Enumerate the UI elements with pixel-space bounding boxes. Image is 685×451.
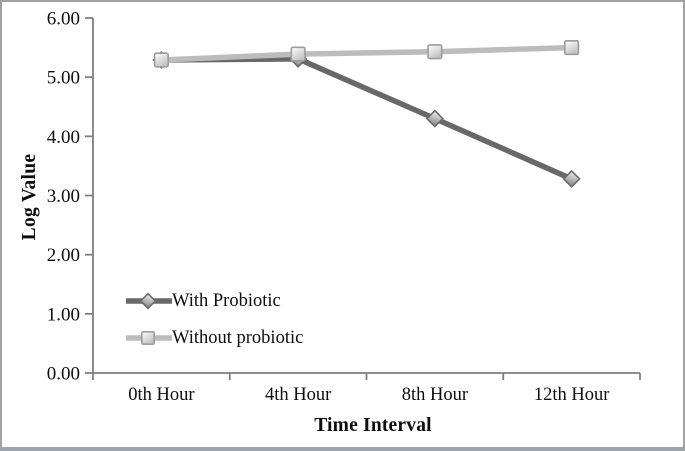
y-tick-label: 0.00 <box>47 364 80 385</box>
data-point-marker-square <box>564 39 580 56</box>
y-tick-label: 1.00 <box>47 304 80 325</box>
y-tick-label: 4.00 <box>47 127 80 148</box>
legend-label: Without probiotic <box>172 328 304 348</box>
data-point-marker-square <box>290 46 306 62</box>
legend-item-without-probiotic: Without probiotic <box>126 325 303 351</box>
x-tick-label: 8th Hour <box>402 385 468 405</box>
legend: With Probiotic Without probiotic <box>126 288 303 362</box>
y-tick-label: 6.00 <box>47 9 80 30</box>
y-tick-label: 5.00 <box>47 68 80 89</box>
series-square <box>153 39 580 68</box>
legend-marker-square-icon <box>141 331 155 345</box>
y-tick-label: 3.00 <box>47 186 80 207</box>
legend-marker-diamond-icon <box>139 292 157 310</box>
x-tick-label: 0th Hour <box>128 385 194 405</box>
x-axis-title: Time Interval <box>314 415 432 436</box>
legend-item-with-probiotic: With Probiotic <box>126 288 303 314</box>
legend-swatch-diamond-icon <box>126 292 172 310</box>
x-tick-label: 12th Hour <box>534 385 610 405</box>
legend-swatch-square-icon <box>126 331 172 345</box>
y-tick-label: 2.00 <box>47 245 80 266</box>
series-line <box>158 44 575 63</box>
data-point-marker-diamond <box>562 169 581 188</box>
y-axis-title: Log Value <box>19 153 40 241</box>
series-line <box>158 56 575 182</box>
data-point-marker-diamond <box>425 109 444 128</box>
x-tick-label: 4th Hour <box>265 385 331 405</box>
data-point-marker-square <box>153 52 169 68</box>
legend-label: With Probiotic <box>172 291 281 311</box>
series-diamond <box>152 49 581 188</box>
data-point-marker-square <box>427 44 443 60</box>
